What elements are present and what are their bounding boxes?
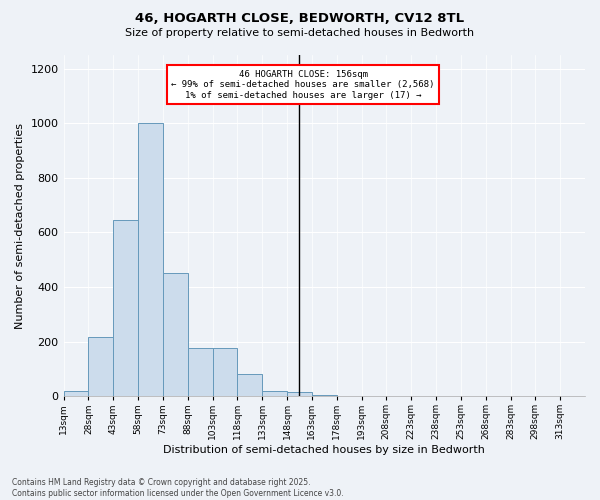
Bar — [188, 348, 212, 396]
Bar — [238, 374, 262, 396]
Bar — [312, 395, 337, 396]
Text: 46, HOGARTH CLOSE, BEDWORTH, CV12 8TL: 46, HOGARTH CLOSE, BEDWORTH, CV12 8TL — [136, 12, 464, 26]
Text: 46 HOGARTH CLOSE: 156sqm
← 99% of semi-detached houses are smaller (2,568)
1% of: 46 HOGARTH CLOSE: 156sqm ← 99% of semi-d… — [172, 70, 435, 100]
Bar — [113, 220, 138, 396]
Bar — [262, 390, 287, 396]
Y-axis label: Number of semi-detached properties: Number of semi-detached properties — [15, 122, 25, 328]
Bar — [163, 274, 188, 396]
Bar — [88, 338, 113, 396]
X-axis label: Distribution of semi-detached houses by size in Bedworth: Distribution of semi-detached houses by … — [163, 445, 485, 455]
Bar — [212, 348, 238, 396]
Bar — [64, 390, 88, 396]
Bar — [287, 392, 312, 396]
Bar — [138, 123, 163, 396]
Text: Contains HM Land Registry data © Crown copyright and database right 2025.
Contai: Contains HM Land Registry data © Crown c… — [12, 478, 344, 498]
Text: Size of property relative to semi-detached houses in Bedworth: Size of property relative to semi-detach… — [125, 28, 475, 38]
